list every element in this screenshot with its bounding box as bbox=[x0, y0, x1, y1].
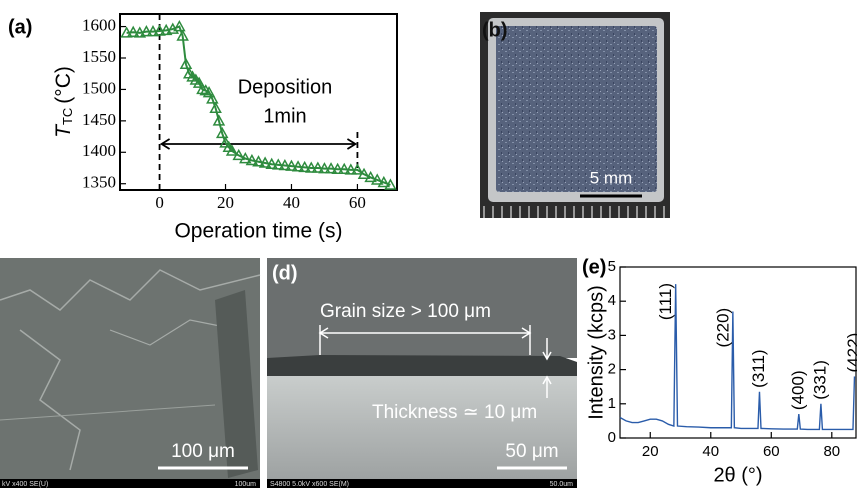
ruler bbox=[484, 206, 664, 218]
x-tick-label: 40 bbox=[702, 443, 719, 460]
x-tick-label: 20 bbox=[642, 443, 659, 460]
crystal-film bbox=[496, 26, 657, 192]
y-tick-label: 0 bbox=[608, 429, 616, 446]
y-tick-label: 1 bbox=[608, 395, 616, 412]
film-cross-section bbox=[267, 355, 577, 378]
y-axis-label-subscript: TC bbox=[60, 108, 75, 125]
panel-d: S4800 5.0kV x600 SE(M) 50.0um (d) Grain … bbox=[267, 258, 577, 488]
sem-footer-text: 50.0um bbox=[550, 481, 574, 488]
y-tick-label: 2 bbox=[608, 361, 616, 378]
x-tick-label: 40 bbox=[283, 193, 300, 212]
y-tick-label: 3 bbox=[608, 326, 616, 343]
x-axis-label: 2θ (°) bbox=[713, 464, 762, 486]
y-tick-label: 1350 bbox=[82, 173, 116, 192]
y-axis-label: TTC(°C) bbox=[52, 66, 76, 138]
y-tick-label: 4 bbox=[608, 292, 616, 309]
substrate bbox=[267, 376, 577, 479]
sem-footer-text: kV x400 SE(U) bbox=[2, 481, 48, 488]
peak-label: (111) bbox=[656, 283, 675, 320]
scale-bar-label: 5 mm bbox=[590, 168, 633, 187]
y-axis-label: Intensity (kcps) bbox=[585, 285, 607, 419]
peak-label: (422) bbox=[844, 333, 857, 373]
panel-label: (b) bbox=[482, 19, 508, 41]
annotation: Deposition bbox=[238, 76, 333, 98]
sem-footer-text: S4800 5.0kV x600 SE(M) bbox=[270, 481, 349, 488]
peak-label: (400) bbox=[788, 370, 807, 410]
x-axis-label: Operation time (s) bbox=[174, 220, 342, 243]
y-tick-label: 1450 bbox=[82, 110, 116, 129]
y-tick-label: 1550 bbox=[82, 47, 116, 66]
y-tick-label: 1400 bbox=[82, 141, 116, 160]
annotation: Thickness ≃ 10 μm bbox=[372, 402, 537, 423]
peak-label: (331) bbox=[810, 360, 829, 400]
page: 5 mm (b) kV x400 SE(U) 100um 100 μm S480… bbox=[0, 0, 857, 488]
panel-label: (e) bbox=[582, 256, 606, 278]
peak-label: (220) bbox=[713, 308, 732, 348]
x-tick-label: 20 bbox=[217, 193, 234, 212]
scale-bar-label: 50 μm bbox=[505, 441, 558, 462]
panel-c: kV x400 SE(U) 100um 100 μm bbox=[0, 258, 260, 488]
x-tick-label: 80 bbox=[823, 443, 840, 460]
y-tick-label: 1500 bbox=[82, 78, 116, 97]
annotation: 1min bbox=[263, 105, 306, 127]
figure: 5 mm (b) kV x400 SE(U) 100um 100 μm S480… bbox=[0, 0, 857, 488]
data-line bbox=[127, 27, 391, 185]
y-tick-label: 5 bbox=[608, 258, 616, 275]
panel-label: (a) bbox=[8, 16, 32, 38]
sem-footer-text: 100um bbox=[235, 481, 257, 488]
peak-label: (311) bbox=[749, 349, 768, 387]
plot-frame bbox=[120, 14, 397, 190]
scale-bar-label: 100 μm bbox=[171, 441, 235, 462]
x-tick-label: 60 bbox=[763, 443, 780, 460]
y-axis-label-unit: (°C) bbox=[52, 66, 75, 104]
x-tick-label: 60 bbox=[349, 193, 366, 212]
annotation: Grain size > 100 μm bbox=[320, 301, 491, 322]
panel-b: 5 mm (b) bbox=[480, 12, 670, 218]
x-tick-label: 0 bbox=[155, 193, 164, 212]
panel-label: (d) bbox=[272, 262, 298, 284]
y-tick-label: 1600 bbox=[82, 15, 116, 34]
